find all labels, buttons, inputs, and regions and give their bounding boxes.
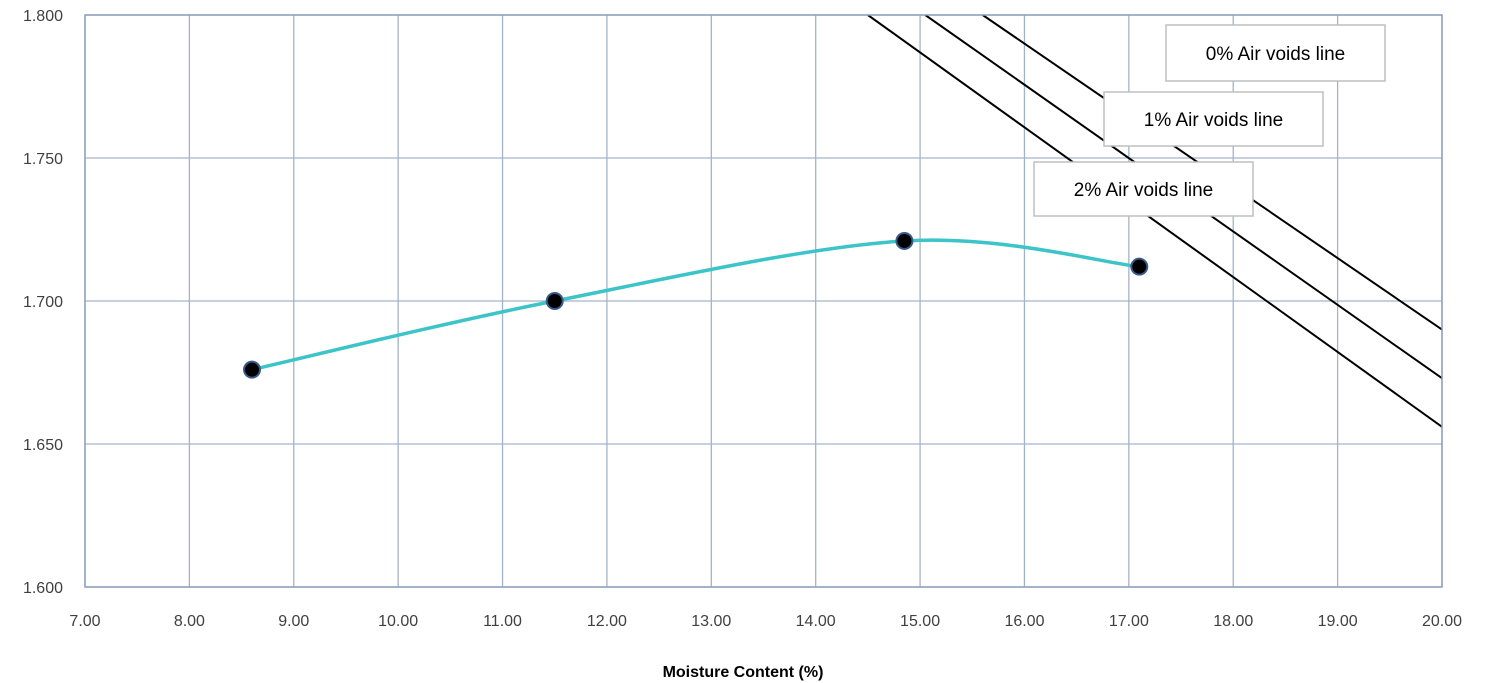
x-tick-label: 13.00 bbox=[691, 613, 731, 630]
series bbox=[243, 231, 1149, 379]
x-tick-label: 10.00 bbox=[378, 613, 418, 630]
data-point bbox=[1130, 257, 1149, 276]
air-void-label: 2% Air voids line bbox=[1074, 180, 1213, 201]
plot-frame bbox=[84, 14, 1443, 588]
y-tick-label: 1.600 bbox=[23, 580, 63, 597]
series-line bbox=[251, 238, 1140, 372]
x-tick-label: 15.00 bbox=[900, 613, 940, 630]
annotations: 0% Air voids line 1% Air voids line 2% Air… bbox=[1033, 24, 1386, 217]
x-tick-label: 12.00 bbox=[587, 613, 627, 630]
x-axis-label: Moisture Content (%) bbox=[663, 664, 824, 681]
x-tick-label: 8.00 bbox=[174, 613, 205, 630]
data-point bbox=[895, 231, 914, 250]
air-void-label-box bbox=[1103, 91, 1324, 147]
x-tick-label: 9.00 bbox=[278, 613, 309, 630]
x-tick-label: 20.00 bbox=[1422, 613, 1462, 630]
data-point bbox=[243, 360, 262, 379]
x-tick-label: 7.00 bbox=[69, 613, 100, 630]
x-tick-label: 11.00 bbox=[483, 613, 522, 630]
x-tick-label: 18.00 bbox=[1213, 613, 1253, 630]
data-point bbox=[545, 292, 564, 310]
x-tick-label: 17.00 bbox=[1109, 613, 1149, 630]
air-void-label-box bbox=[1033, 161, 1254, 217]
air-void-line bbox=[867, 15, 1442, 428]
y-tick-label: 1.700 bbox=[23, 294, 63, 311]
tick-labels: 7.00 8.00 9.00 10.00 11.00 12.00 13.00 14.00 15.… bbox=[23, 8, 1462, 630]
x-tick-label: 16.00 bbox=[1004, 613, 1044, 630]
air-void-label: 0% Air voids line bbox=[1206, 44, 1345, 65]
air-void-label-box bbox=[1165, 24, 1386, 82]
y-tick-label: 1.800 bbox=[23, 8, 63, 25]
x-tick-label: 19.00 bbox=[1318, 613, 1358, 630]
y-tick-label: 1.750 bbox=[23, 151, 63, 168]
air-void-label: 1% Air voids line bbox=[1144, 110, 1283, 131]
x-tick-label: 14.00 bbox=[796, 613, 836, 630]
y-tick-label: 1.650 bbox=[23, 437, 63, 454]
